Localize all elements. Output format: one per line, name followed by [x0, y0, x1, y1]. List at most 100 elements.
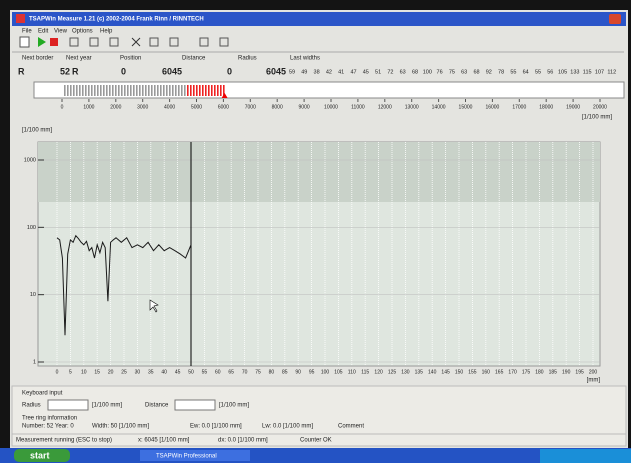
- ring-mark: [70, 85, 72, 96]
- ruler-tick-label: 15000: [459, 104, 473, 110]
- ruler-tick-label: 9000: [299, 104, 310, 110]
- taskbar: [0, 448, 631, 463]
- last-width: 100: [423, 69, 432, 75]
- ring-mark: [211, 85, 213, 96]
- start-label: start: [30, 450, 50, 460]
- y-tick-label: 1: [33, 359, 36, 365]
- x-tick-label: 175: [522, 369, 531, 375]
- tool-button[interactable]: [89, 37, 99, 47]
- ruler-tick-label: 3000: [137, 104, 148, 110]
- ring-mark: [73, 85, 75, 96]
- menu-item[interactable]: File: [22, 29, 32, 35]
- ring-mark: [76, 85, 78, 96]
- distance-input[interactable]: [174, 399, 216, 411]
- x-tick-label: 35: [148, 369, 154, 375]
- x-tick-label: 120: [374, 369, 383, 375]
- y-tick-label: 1000: [24, 157, 36, 163]
- ring-mark: [136, 85, 138, 96]
- x-tick-label: 135: [415, 369, 424, 375]
- ring-mark: [139, 85, 141, 96]
- menu-item[interactable]: Help: [100, 29, 113, 35]
- input-unit: [1/100 mm]: [92, 403, 122, 409]
- tool-button[interactable]: [219, 37, 229, 47]
- tool-button[interactable]: [149, 37, 159, 47]
- tool-button[interactable]: [131, 37, 141, 47]
- ring-mark: [145, 85, 147, 96]
- ring-mark: [175, 85, 177, 96]
- ruler-tick-label: 4000: [164, 104, 175, 110]
- info-text: Lw: 0.0 [1/100 mm]: [262, 424, 313, 430]
- ruler-tick-label: 10000: [324, 104, 338, 110]
- last-width: 63: [400, 69, 406, 75]
- tool-button[interactable]: [109, 37, 119, 47]
- ring-mark: [64, 85, 66, 96]
- x-tick-label: 185: [549, 369, 558, 375]
- last-width: 63: [461, 69, 467, 75]
- ruler-unit: [1/100 mm]: [582, 115, 612, 121]
- tool-button[interactable]: [38, 37, 46, 47]
- ring-mark: [142, 85, 144, 96]
- last-width: 105: [558, 69, 567, 75]
- ring-mark: [130, 85, 132, 96]
- panel-heading: Keyboard input: [22, 391, 63, 397]
- ruler: 0 1000 2000 3000 4000 5000 6000 7000 8000 9000 100…: [61, 85, 607, 110]
- ring-mark: [121, 85, 123, 96]
- ruler-tick-label: 19000: [566, 104, 580, 110]
- x-tick-label: 160: [482, 369, 491, 375]
- ring-mark: [106, 85, 108, 96]
- field-value: 6045: [266, 66, 286, 76]
- menu-item[interactable]: Options: [72, 29, 93, 35]
- ruler-tick-label: 17000: [512, 104, 526, 110]
- tool-button[interactable]: [19, 36, 30, 48]
- ruler-tick-label: 18000: [539, 104, 553, 110]
- ring-mark: [79, 85, 81, 96]
- ring-mark: [88, 85, 90, 96]
- tool-button[interactable]: [69, 37, 79, 47]
- status-text: Measurement running (ESC to stop): [16, 438, 112, 444]
- x-tick-label: 10: [81, 369, 87, 375]
- x-tick-label: 55: [202, 369, 208, 375]
- tool-button[interactable]: [199, 37, 209, 47]
- ring-mark: [205, 85, 207, 96]
- tool-button[interactable]: [50, 38, 58, 46]
- close-button[interactable]: [609, 14, 621, 24]
- x-tick-label: 180: [535, 369, 544, 375]
- menu-item[interactable]: Edit: [38, 29, 49, 35]
- ruler-tick-label: 8000: [272, 104, 283, 110]
- radius-input[interactable]: [47, 399, 89, 411]
- ring-mark: [178, 85, 180, 96]
- start-button[interactable]: [14, 449, 70, 462]
- menu-item[interactable]: View: [54, 29, 68, 35]
- last-width: 115: [583, 69, 592, 75]
- task-button[interactable]: [140, 450, 250, 461]
- plot-shade: [38, 142, 600, 202]
- x-tick-label: 75: [255, 369, 261, 375]
- field-value: R: [18, 66, 25, 76]
- x-tick-label: 0: [56, 369, 59, 375]
- ring-mark: [169, 85, 171, 96]
- x-tick-label: 190: [562, 369, 571, 375]
- x-tick-label: 105: [334, 369, 343, 375]
- input-panel: [11, 385, 627, 447]
- ruler-tick-label: 11000: [351, 104, 365, 110]
- ring-mark: [151, 85, 153, 96]
- system-tray: [540, 449, 631, 463]
- last-width: 92: [486, 69, 492, 75]
- ring-mark: [154, 85, 156, 96]
- position-marker: [221, 93, 228, 98]
- last-width: 68: [412, 69, 418, 75]
- input-label: Radius: [22, 403, 41, 409]
- ring-mark: [157, 85, 159, 96]
- ring-mark: [199, 85, 201, 96]
- field-label: Distance: [182, 56, 206, 62]
- ring-mark: [184, 85, 186, 96]
- ring-mark: [97, 85, 99, 96]
- tool-button[interactable]: [169, 37, 179, 47]
- ring-mark: [94, 85, 96, 96]
- status-text: x: 6045 [1/100 mm]: [138, 438, 190, 444]
- ring-mark: [103, 85, 105, 96]
- ring-mark: [187, 85, 189, 96]
- ring-mark: [118, 85, 120, 96]
- ring-mark: [214, 85, 216, 96]
